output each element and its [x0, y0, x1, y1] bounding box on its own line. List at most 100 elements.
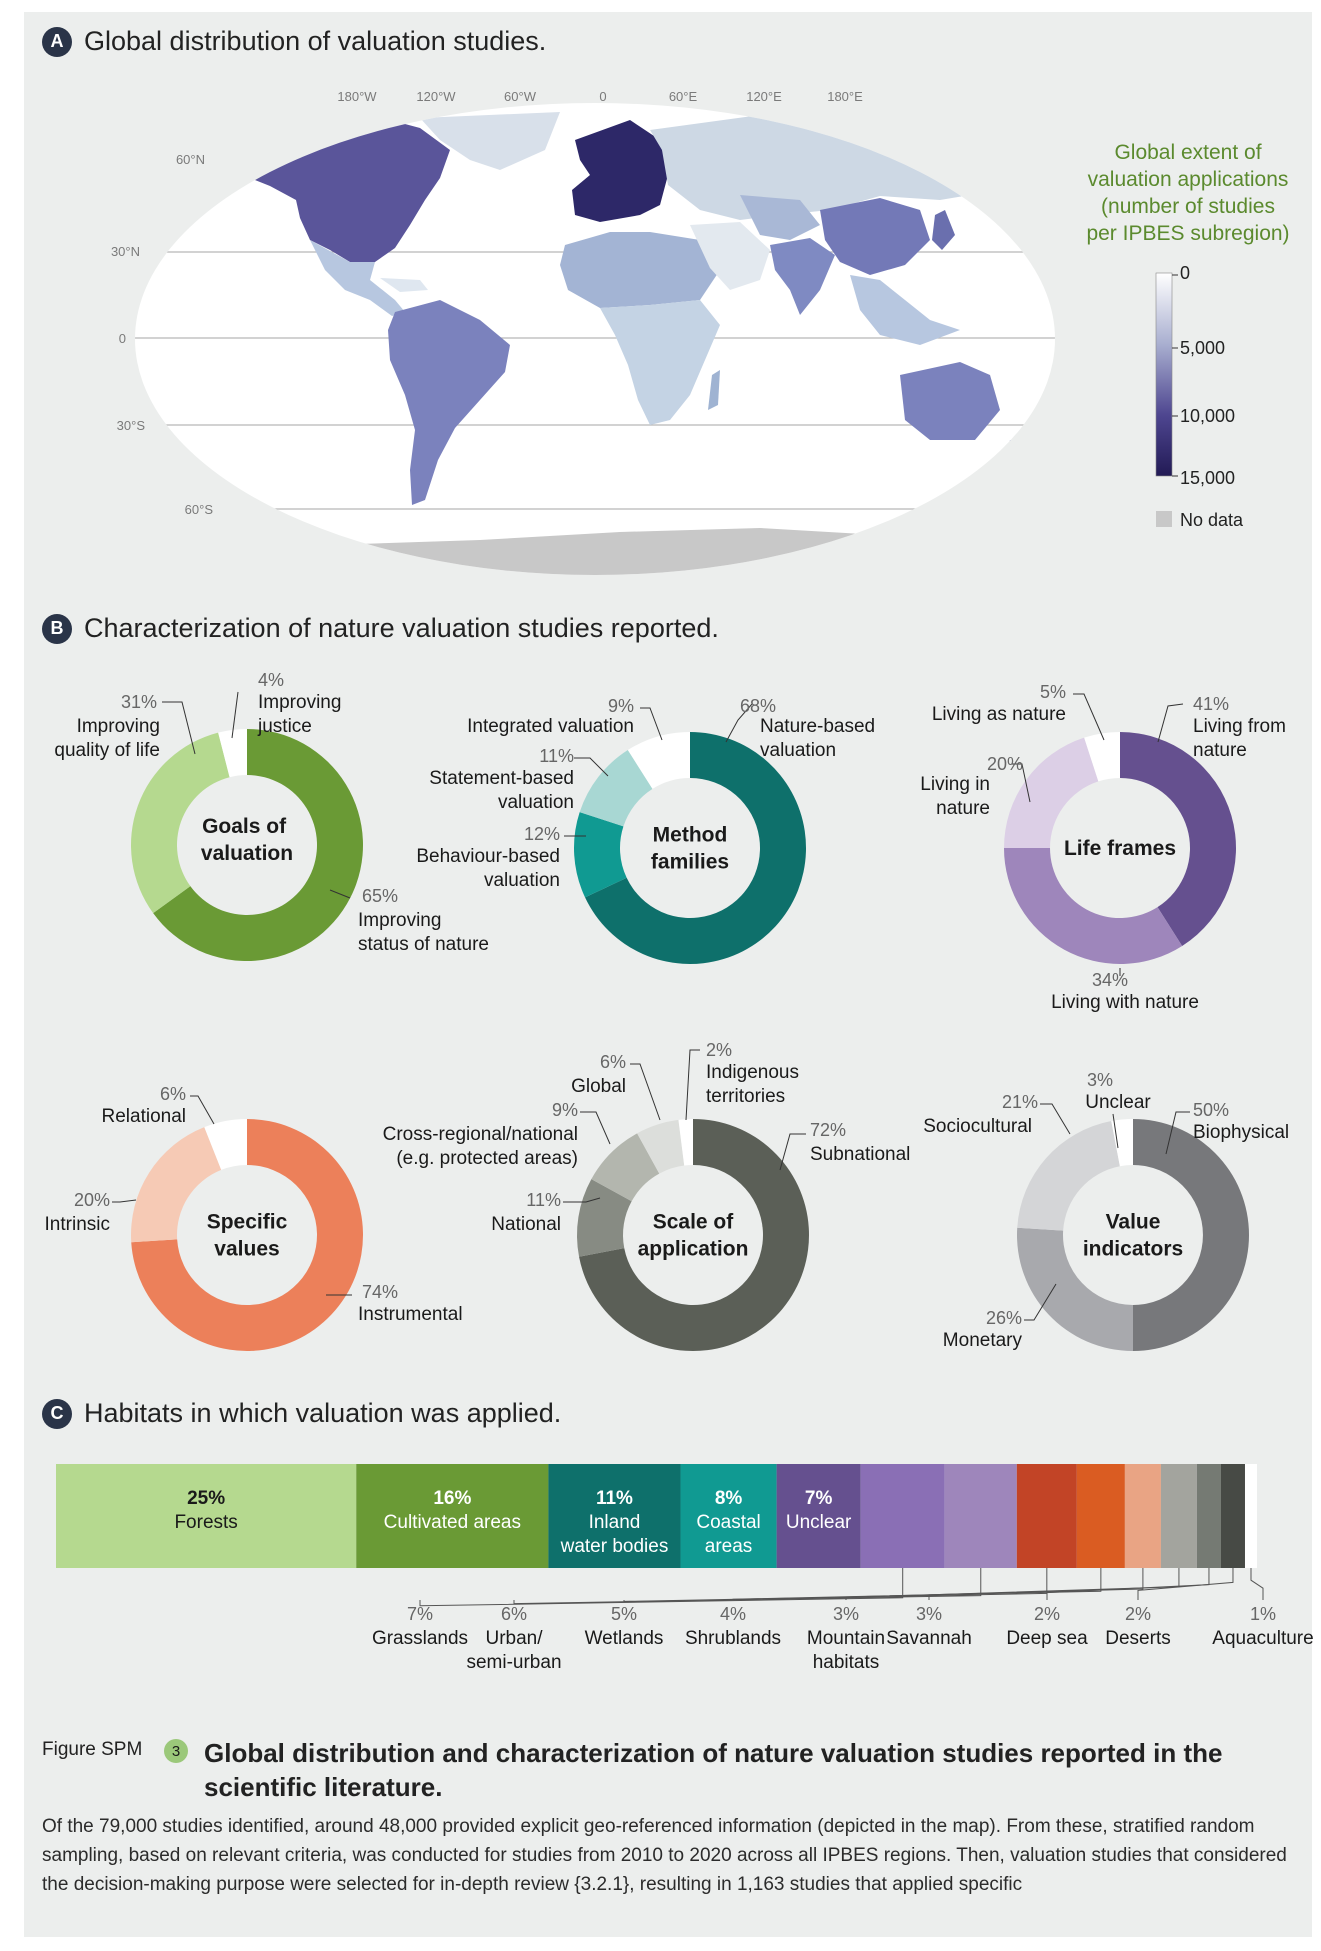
section-b-header: B Characterization of nature valuation s…	[42, 613, 719, 644]
region-north-asia	[650, 115, 1030, 220]
habitat-category-label: Inland	[589, 1512, 641, 1533]
habitat-pct-label: 2%	[1125, 1604, 1151, 1624]
donut-title: Specific values	[207, 1211, 288, 1261]
section-c-header: C Habitats in which valuation was applie…	[42, 1398, 561, 1429]
donut-slice-label: Living in	[920, 774, 990, 795]
lon-tick: 120°W	[416, 89, 456, 104]
donut-slice	[1133, 1119, 1249, 1351]
habitat-category-label: Wetlands	[585, 1628, 664, 1649]
donut-title-line: Goals of	[202, 815, 287, 838]
donut-slice-pct: 2%	[706, 1040, 732, 1060]
donut-slice-pct: 20%	[987, 754, 1023, 774]
legend-tick-label: 10,000	[1180, 406, 1235, 426]
donut-slice-pct: 74%	[362, 1282, 398, 1302]
donut-leader-line	[640, 708, 662, 740]
donut-slice-label: quality of life	[54, 740, 160, 761]
habitat-pct-label: 25%	[187, 1488, 225, 1509]
donut-slice-pct: 72%	[810, 1120, 846, 1140]
section-b-title: Characterization of nature valuation stu…	[84, 613, 719, 644]
donut-slice-label: Living from	[1193, 716, 1286, 737]
lon-tick: 60°E	[669, 89, 698, 104]
habitat-pct-label: 8%	[715, 1488, 743, 1509]
donut-leader-line	[190, 1096, 214, 1124]
habitat-category-label: semi-urban	[466, 1652, 561, 1673]
donut-title: Goals of valuation	[201, 815, 293, 865]
lat-tick: 0	[119, 331, 126, 346]
donut-title-line: valuation	[201, 842, 293, 865]
lat-tick: 60°N	[176, 152, 205, 167]
donut-slice-label: Subnational	[810, 1144, 910, 1165]
donut-grid: Goals of valuation 65%Improvingstatus of…	[0, 650, 1321, 1370]
donut-slice-label: valuation	[760, 740, 836, 761]
habitat-pct-label: 7%	[407, 1604, 433, 1624]
caption-figure-label: Figure SPM	[42, 1739, 142, 1761]
donut-slice-pct: 6%	[160, 1084, 186, 1104]
habitat-pct-label: 6%	[501, 1604, 527, 1624]
donut-slice-label: Indigenous	[706, 1062, 799, 1083]
habitat-bar-segment	[1017, 1464, 1077, 1568]
donut-leader-line	[630, 1064, 660, 1120]
donut-slice-label: territories	[706, 1086, 785, 1107]
lat-tick: 30°N	[111, 244, 140, 259]
donut-slice-label: Improving	[77, 716, 160, 737]
habitat-bar-segment	[861, 1464, 945, 1568]
donut-slice-label: Nature-based	[760, 716, 875, 737]
habitat-bar-segment	[1161, 1464, 1197, 1568]
legend-nodata-swatch	[1156, 511, 1172, 527]
habitat-category-label: Savannah	[886, 1628, 972, 1649]
donut-slice-label: Biophysical	[1193, 1122, 1289, 1143]
donut-slice-pct: 9%	[608, 696, 634, 716]
donut-slice-pct: 11%	[526, 1190, 561, 1210]
habitat-bar-chart: 25%Forests16%Cultivated areas11%Inlandwa…	[0, 1450, 1321, 1690]
donut-slice-label: Improving	[358, 910, 441, 931]
habitat-category-label: Forests	[174, 1512, 237, 1533]
donut-slice-label: Behaviour-based	[416, 846, 560, 867]
habitat-bar-segment	[1221, 1464, 1245, 1568]
habitat-category-label: Deserts	[1105, 1628, 1170, 1649]
legend-tick-label: 5,000	[1180, 338, 1225, 358]
donut-slice-label: Instrumental	[358, 1304, 463, 1325]
donut-slice-pct: 50%	[1193, 1100, 1229, 1120]
donut-slice-label: Global	[571, 1076, 626, 1097]
donut-slice-label: Integrated valuation	[467, 716, 634, 737]
habitat-pct-label: 1%	[1250, 1604, 1276, 1624]
habitat-bar-segment	[945, 1464, 1017, 1568]
donut-leader-line	[112, 1200, 136, 1202]
donut-slice-label: Unclear	[1085, 1092, 1151, 1113]
lat-tick: 30°S	[117, 418, 146, 433]
habitat-category-label: Shrublands	[685, 1628, 781, 1649]
donut-title: Life frames	[1064, 837, 1176, 860]
habitat-bar-segment	[1245, 1464, 1257, 1568]
habitat-leader-line	[1251, 1568, 1263, 1600]
legend-title-line: per IPBES subregion)	[1086, 222, 1289, 245]
legend-nodata-label: No data	[1180, 510, 1244, 530]
habitat-pct-label: 3%	[916, 1604, 942, 1624]
habitat-category-label: Unclear	[786, 1512, 852, 1533]
habitat-leader-line	[514, 1568, 981, 1604]
donut-title: Value indicators	[1083, 1211, 1183, 1261]
habitat-category-label: habitats	[813, 1652, 880, 1673]
section-c-letter: C	[42, 1399, 72, 1429]
donut-slice-pct: 31%	[121, 692, 157, 712]
habitat-pct-label: 5%	[611, 1604, 637, 1624]
region-north-africa	[560, 232, 720, 308]
donut-title: Method families	[651, 824, 729, 874]
lat-tick: 60°S	[185, 502, 214, 517]
caption-title: Global distribution and characterization…	[204, 1736, 1284, 1804]
habitat-category-label: Grasslands	[372, 1628, 468, 1649]
donut-title: Scale of application	[638, 1211, 749, 1261]
donut-leader-line	[686, 1050, 700, 1120]
donut-slice-pct: 11%	[539, 746, 574, 766]
lon-tick: 0	[599, 89, 606, 104]
habitat-bar-segment	[1125, 1464, 1161, 1568]
donut-slice-label: Relational	[102, 1106, 187, 1127]
habitat-bar-segment	[1197, 1464, 1221, 1568]
habitat-category-label: water bodies	[560, 1536, 669, 1557]
donut-slice-label: valuation	[484, 870, 560, 891]
lon-tick: 60°W	[504, 89, 537, 104]
legend-title-line: valuation applications	[1088, 168, 1289, 191]
donut-slice-pct: 9%	[552, 1100, 578, 1120]
donut-slice-label: Improving	[258, 692, 341, 713]
legend-colorbar	[1156, 273, 1172, 476]
donut-slice-pct: 41%	[1193, 694, 1229, 714]
